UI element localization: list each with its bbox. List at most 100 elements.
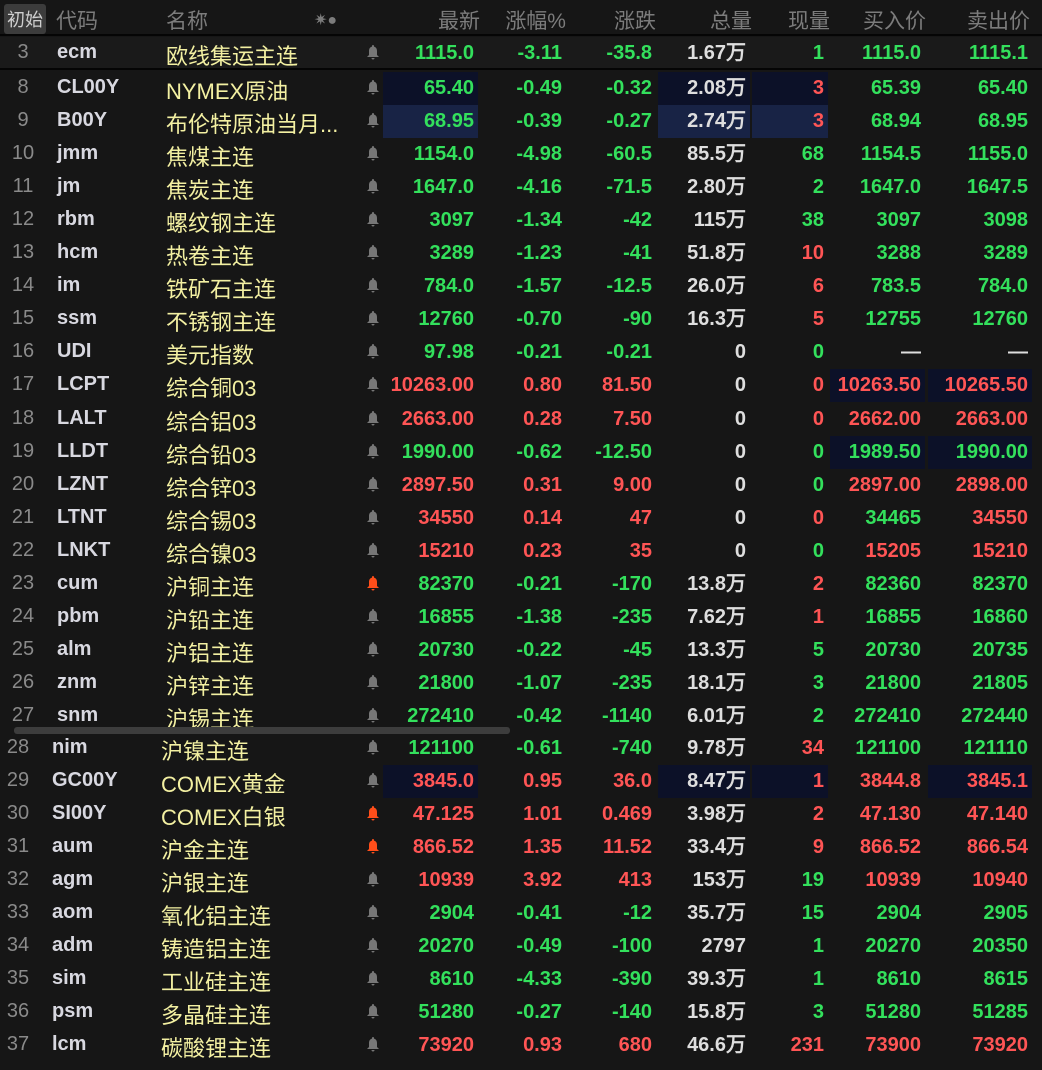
alert-bell-icon[interactable]: [366, 79, 380, 100]
alert-bell-icon[interactable]: [366, 509, 380, 530]
col-alert-toggle[interactable]: ✷●: [314, 12, 338, 29]
table-row[interactable]: 28 nim 沪镍主连 121100 -0.61 -740 9.78万 34 121100 121…: [0, 732, 1042, 765]
alert-bell-icon[interactable]: [366, 641, 380, 662]
table-row[interactable]: 24 pbm 沪铅主连 16855 -1.38 -235 7.62万 1 16855 16860: [0, 601, 1042, 634]
col-name[interactable]: 名称: [166, 10, 208, 33]
alert-bell-icon[interactable]: [366, 443, 380, 464]
init-button[interactable]: 初始: [4, 4, 46, 34]
cell-last: 34550: [418, 506, 474, 529]
symbol-code: LNKT: [57, 538, 111, 561]
row-number: 21: [11, 505, 35, 528]
col-last[interactable]: 最新: [438, 10, 480, 33]
table-row[interactable]: 3 ecm 欧线集运主连 1115.0 -3.11 -35.8 1.67万 1 1115.0 11…: [0, 37, 1042, 70]
alert-bell-icon[interactable]: [366, 1036, 380, 1057]
table-row[interactable]: 33 aom 氧化铝主连 2904 -0.41 -12 35.7万 15 2904 2905: [0, 897, 1042, 930]
cell-chg: -71.5: [606, 176, 652, 199]
table-row[interactable]: 36 psm 多晶硅主连 51280 -0.27 -140 15.8万 3 51280 51285: [0, 996, 1042, 1029]
alert-bell-icon[interactable]: [366, 244, 380, 265]
alert-bell-icon[interactable]: [366, 410, 380, 431]
table-row[interactable]: 19 LLDT 综合铅03 1990.00 -0.62 -12.50 0 0 1989.50 19…: [0, 435, 1042, 469]
alert-bell-icon[interactable]: [366, 178, 380, 199]
symbol-code: LLDT: [57, 439, 109, 462]
alert-bell-icon[interactable]: [366, 970, 380, 991]
alert-bell-icon[interactable]: [366, 376, 380, 397]
alert-bell-icon[interactable]: [366, 575, 380, 596]
alert-bell-icon[interactable]: [366, 838, 380, 859]
cell-ask: 10940: [972, 869, 1028, 891]
table-row[interactable]: 27 snm 沪锡主连 272410 -0.42 -1140 6.01万 2 272410 272…: [0, 700, 1042, 733]
row-number: 16: [11, 340, 35, 363]
table-row[interactable]: 32 agm 沪银主连 10939 3.92 413 153万 19 10939 10940: [0, 864, 1042, 897]
table-row[interactable]: 29 GC00Y COMEX黄金 3845.0 0.95 36.0 8.47万 1 3844.8…: [0, 765, 1042, 798]
alert-bell-icon[interactable]: [366, 772, 380, 793]
table-row[interactable]: 9 B00Y 布伦特原油当月... 68.95 -0.39 -0.27 2.74万 3 68.9…: [0, 105, 1042, 139]
col-pct[interactable]: 涨幅%: [505, 10, 566, 33]
table-row[interactable]: 17 LCPT 综合铜03 10263.00 0.80 81.50 0 0 10263.50 10…: [0, 369, 1042, 403]
cell-chg: -140: [611, 1001, 652, 1023]
table-row[interactable]: 31 aum 沪金主连 866.52 1.35 11.52 33.4万 9 866.52 866.…: [0, 831, 1042, 864]
symbol-code: agm: [52, 868, 94, 890]
alert-bell-icon[interactable]: [366, 871, 380, 892]
col-change[interactable]: 涨跌: [614, 10, 656, 33]
table-row[interactable]: 12 rbm 螺纹钢主连 3097 -1.34 -42 115万 38 3097 3098: [0, 204, 1042, 237]
cell-last: 1647.0: [412, 176, 474, 199]
row-number: 25: [11, 637, 35, 660]
table-row[interactable]: 15 ssm 不锈钢主连 12760 -0.70 -90 16.3万 5 12755 12760: [0, 303, 1042, 336]
cell-bid: 34465: [865, 506, 921, 529]
table-row[interactable]: 25 alm 沪铝主连 20730 -0.22 -45 13.3万 5 20730 20735: [0, 634, 1042, 667]
symbol-code: jm: [57, 175, 81, 198]
table-row[interactable]: 10 jmm 焦煤主连 1154.0 -4.98 -60.5 85.5万 68 1154.5 11…: [0, 138, 1042, 171]
cell-ask: 82370: [972, 572, 1028, 595]
cell-last: 10939: [418, 869, 474, 891]
cell-pct: 0.95: [523, 770, 562, 792]
horizontal-scrollbar[interactable]: [14, 727, 510, 734]
table-row[interactable]: 30 SI00Y COMEX白银 47.125 1.01 0.469 3.98万 2 47.13…: [0, 798, 1042, 831]
table-row[interactable]: 34 adm 铸造铝主连 20270 -0.49 -100 2797 1 20270 20350: [0, 930, 1042, 963]
alert-bell-icon[interactable]: [366, 707, 380, 728]
alert-bell-icon[interactable]: [366, 608, 380, 629]
alert-bell-icon[interactable]: [366, 937, 380, 958]
symbol-name: 美元指数: [166, 343, 255, 369]
table-row[interactable]: 26 znm 沪锌主连 21800 -1.07 -235 18.1万 3 21800 21805: [0, 667, 1042, 700]
table-row[interactable]: 22 LNKT 综合镍03 15210 0.23 35 0 0 15205 15210: [0, 535, 1042, 568]
table-row[interactable]: 13 hcm 热卷主连 3289 -1.23 -41 51.8万 10 3288 3289: [0, 237, 1042, 270]
alert-bell-icon[interactable]: [366, 674, 380, 695]
cell-vol: 39.3万: [687, 968, 746, 990]
alert-bell-icon[interactable]: [366, 739, 380, 760]
col-current-volume[interactable]: 现量: [788, 10, 830, 33]
table-row[interactable]: 35 sim 工业硅主连 8610 -4.33 -390 39.3万 1 8610 8615: [0, 963, 1042, 996]
alert-bell-icon[interactable]: [366, 904, 380, 925]
table-row[interactable]: 20 LZNT 综合锌03 2897.50 0.31 9.00 0 0 2897.00 2898.…: [0, 469, 1042, 502]
cell-ask: 1647.5: [966, 176, 1028, 199]
cell-vol: 2.74万: [658, 105, 750, 139]
alert-bell-icon[interactable]: [366, 277, 380, 298]
row-number: 24: [11, 604, 35, 627]
table-row[interactable]: 8 CL00Y NYMEX原油 65.40 -0.49 -0.32 2.08万 3 65.39 6…: [0, 72, 1042, 105]
table-row[interactable]: 23 cum 沪铜主连 82370 -0.21 -170 13.8万 2 82360 82370: [0, 568, 1042, 601]
alert-bell-icon[interactable]: [366, 112, 380, 133]
table-row[interactable]: 16 UDI 美元指数 97.98 -0.21 -0.21 0 0 — —: [0, 336, 1042, 369]
col-ask[interactable]: 卖出价: [967, 10, 1030, 33]
alert-bell-icon[interactable]: [366, 145, 380, 166]
alert-bell-icon[interactable]: [366, 1003, 380, 1024]
cell-chg: -45: [623, 638, 652, 661]
alert-bell-icon[interactable]: [366, 310, 380, 331]
symbol-name: NYMEX原油: [166, 79, 289, 104]
alert-bell-icon[interactable]: [366, 343, 380, 364]
cell-pct: -1.07: [516, 671, 562, 694]
col-code[interactable]: 代码: [56, 10, 98, 33]
alert-bell-icon[interactable]: [366, 542, 380, 563]
table-row[interactable]: 18 LALT 综合铝03 2663.00 0.28 7.50 0 0 2662.00 2663.…: [0, 403, 1042, 436]
table-row[interactable]: 14 im 铁矿石主连 784.0 -1.57 -12.5 26.0万 6 783.5 784.0: [0, 270, 1042, 303]
table-row[interactable]: 11 jm 焦炭主连 1647.0 -4.16 -71.5 2.80万 2 1647.0 1647…: [0, 171, 1042, 204]
col-volume[interactable]: 总量: [710, 10, 752, 33]
alert-bell-icon[interactable]: [366, 805, 380, 826]
row-number: 17: [11, 373, 35, 396]
table-row[interactable]: 37 lcm 碳酸锂主连 73920 0.93 680 46.6万 231 73900 73920: [0, 1029, 1042, 1062]
alert-bell-icon[interactable]: [366, 44, 380, 65]
alert-bell-icon[interactable]: [366, 476, 380, 497]
table-row[interactable]: 21 LTNT 综合锡03 34550 0.14 47 0 0 34465 34550: [0, 502, 1042, 535]
alert-bell-icon[interactable]: [366, 211, 380, 232]
cell-chg: -170: [611, 572, 652, 595]
col-bid[interactable]: 买入价: [863, 10, 926, 33]
